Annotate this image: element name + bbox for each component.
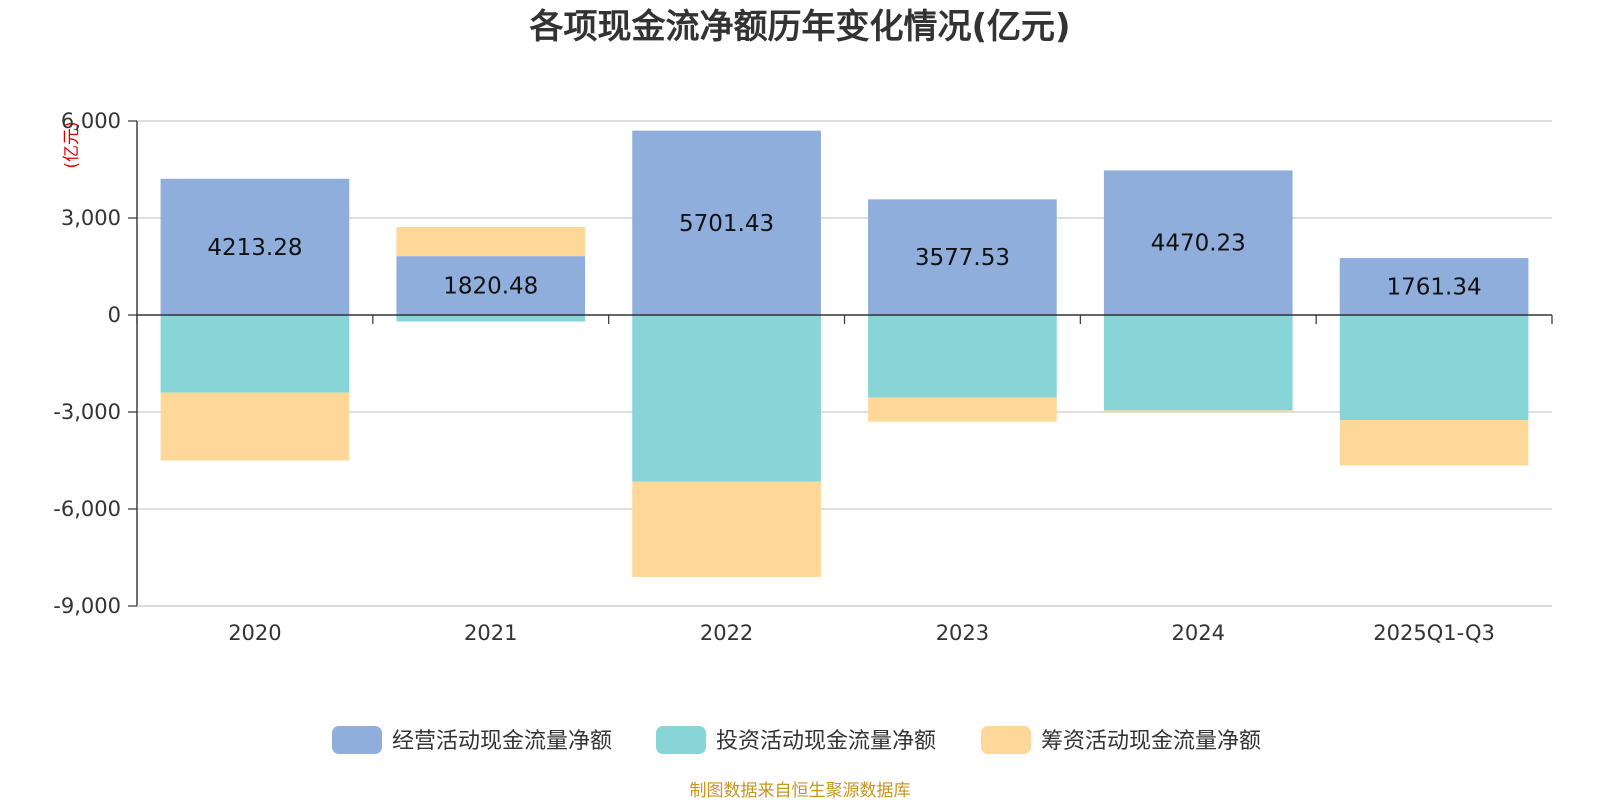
- y-tick-label: 0: [108, 303, 121, 327]
- y-tick-label: 3,000: [61, 206, 121, 230]
- bar-2-2024: [1103, 315, 1293, 411]
- bar-2-2021: [396, 315, 586, 322]
- bar-2-2025Q1-Q3: [1339, 315, 1529, 421]
- source-note: 制图数据来自恒生聚源数据库: [690, 781, 911, 800]
- bars: [160, 130, 1529, 577]
- data-label: 1820.48: [443, 274, 538, 300]
- legend-label: 筹资活动现金流量净额: [1041, 729, 1261, 754]
- y-axis-unit-label: (亿元): [62, 121, 82, 168]
- bar-2-2020: [160, 315, 350, 393]
- y-tick-label: 6,000: [61, 109, 121, 133]
- data-label: 3577.53: [915, 245, 1010, 271]
- x-category-label: 2021: [464, 621, 517, 645]
- legend-swatch: [656, 726, 706, 754]
- legend-item[interactable]: 投资活动现金流量净额: [656, 726, 936, 754]
- y-tick-label: -9,000: [53, 594, 121, 618]
- data-label: 5701.43: [679, 211, 774, 237]
- bar-3-2021: [396, 227, 586, 257]
- chart-title: 各项现金流净额历年变化情况(亿元): [529, 7, 1070, 47]
- x-category-label: 2025Q1-Q3: [1373, 621, 1495, 645]
- data-label: 1761.34: [1387, 275, 1482, 301]
- data-label: 4213.28: [207, 235, 302, 261]
- legend[interactable]: 经营活动现金流量净额 投资活动现金流量净额 筹资活动现金流量净额: [332, 726, 1261, 754]
- legend-swatch: [332, 726, 382, 754]
- bar-3-2025Q1-Q3: [1339, 420, 1529, 466]
- bar-3-2023: [868, 397, 1057, 422]
- bar-2-2023: [868, 315, 1057, 398]
- bar-1-2023: [868, 199, 1057, 315]
- bar-1-2020: [160, 178, 350, 315]
- legend-item[interactable]: 筹资活动现金流量净额: [981, 726, 1261, 754]
- legend-swatch: [981, 726, 1031, 754]
- x-category-label: 2020: [228, 621, 281, 645]
- x-category-label: 2023: [936, 621, 989, 645]
- bar-3-2022: [632, 481, 821, 577]
- legend-label: 经营活动现金流量净额: [392, 729, 612, 754]
- bar-3-2020: [160, 392, 350, 461]
- legend-label: 投资活动现金流量净额: [716, 729, 936, 754]
- y-tick-label: -3,000: [53, 400, 121, 424]
- x-category-label: 2024: [1172, 621, 1225, 645]
- y-tick-label: -6,000: [53, 497, 121, 521]
- x-category-label: 2022: [700, 621, 753, 645]
- legend-item[interactable]: 经营活动现金流量净额: [332, 726, 612, 754]
- data-labels: 4213.28 1820.48 5701.43 3577.53 4470.23 1761.…: [207, 211, 1481, 301]
- bar-1-2025Q1-Q3: [1339, 258, 1529, 315]
- bar-1-2024: [1103, 170, 1293, 315]
- axes: 6,000 3,000 0 -3,000 -6,000 -9,000 2020 2021 202…: [53, 109, 1553, 645]
- bar-1-2021: [396, 256, 586, 315]
- data-label: 4470.23: [1151, 231, 1246, 257]
- bar-1-2022: [632, 130, 821, 315]
- bar-3-2024: [1103, 410, 1293, 412]
- bar-2-2022: [632, 315, 821, 482]
